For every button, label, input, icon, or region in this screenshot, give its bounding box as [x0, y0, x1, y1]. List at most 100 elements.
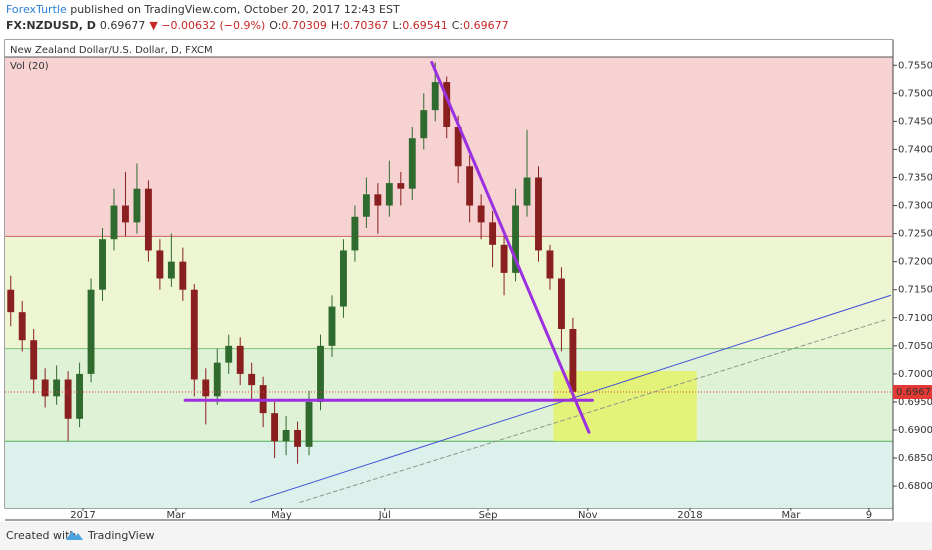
symbol: FX:NZDUSD, D	[6, 19, 96, 32]
trend-line	[299, 319, 886, 503]
plot	[5, 40, 893, 508]
ohlc-value: 0.69541	[402, 19, 448, 32]
candle-body	[535, 177, 542, 251]
candle-body	[374, 194, 382, 206]
candle-body	[477, 205, 485, 223]
candle-body	[271, 413, 279, 442]
x-tick-label: May	[271, 510, 292, 521]
candle-body	[557, 278, 565, 329]
header-line: ForexTurtle published on TradingView.com…	[6, 3, 400, 16]
indicator: Vol (20)	[10, 61, 49, 72]
candle-body	[122, 205, 129, 223]
ohlc-label: O:	[269, 19, 281, 32]
ohlc-label: L:	[392, 19, 402, 32]
x-tick-label: Mar	[167, 510, 187, 521]
candle-body	[489, 222, 497, 245]
candle-body	[546, 250, 554, 279]
candle-body	[133, 188, 141, 223]
candle-body	[431, 82, 439, 111]
x-tick-label: Mar	[781, 510, 801, 521]
candle-body	[53, 379, 61, 397]
candle-body	[167, 261, 175, 279]
candle-body	[64, 379, 72, 419]
ohlc-label: C:	[452, 19, 463, 32]
published: published on TradingView.com, October 20…	[67, 3, 400, 16]
candle-body	[340, 250, 347, 307]
candle-body	[18, 312, 26, 341]
candle-body	[179, 261, 187, 290]
chart-title: New Zealand Dollar/U.S. Dollar, D, FXCM	[10, 45, 213, 56]
y-tick-label: 0.75500	[898, 60, 932, 71]
candle-body	[454, 126, 462, 167]
candle-body	[248, 373, 256, 386]
footer-created: Created with	[6, 529, 76, 542]
candle-body	[420, 110, 428, 139]
candle-body	[397, 183, 405, 189]
candle-body	[41, 379, 49, 397]
candle-body	[30, 340, 38, 380]
x-tick-label: Nov	[578, 510, 598, 521]
candle-body	[7, 289, 15, 313]
ohlc-value: 0.70309	[281, 19, 327, 32]
candle-body	[500, 244, 508, 273]
title-band	[5, 40, 893, 57]
logo	[66, 531, 83, 540]
x-tick-label: Sep	[479, 510, 498, 521]
candle-body	[87, 289, 95, 374]
ohlc-label: H:	[331, 19, 343, 32]
candle-body	[443, 82, 451, 127]
candle-body	[110, 205, 118, 240]
candle-body	[202, 379, 210, 397]
candle-body	[282, 430, 290, 442]
zone	[5, 236, 893, 349]
candle-body	[156, 250, 164, 279]
author[interactable]: ForexTurtle	[6, 3, 67, 16]
candle-body	[144, 188, 152, 251]
x-tick-label: 2018	[677, 510, 702, 521]
footer-brand[interactable]: TradingView	[87, 529, 154, 542]
candle-body	[512, 205, 519, 273]
x-tick-label: Jul	[378, 510, 391, 521]
candle-body	[569, 328, 577, 392]
symbol-line: FX:NZDUSD, D 0.69677 ▼ −0.00632 (−0.9%) O:0…	[6, 19, 509, 32]
zone	[5, 40, 893, 237]
candle-body	[99, 239, 106, 290]
x-tick-label: 2017	[70, 510, 95, 521]
candle-body	[190, 289, 198, 380]
zone	[5, 441, 893, 508]
trend-line	[430, 60, 591, 434]
last-price-label: 0.69677	[896, 387, 932, 398]
candle-body	[385, 183, 393, 206]
candle-body	[351, 216, 359, 251]
change: ▼ −0.00632 (−0.9%)	[149, 19, 265, 32]
candle-body	[523, 177, 531, 206]
candle-body	[225, 345, 233, 363]
ohlc-value: 0.69677	[463, 19, 509, 32]
candle-body	[213, 362, 221, 397]
x-tick-label: 9	[866, 510, 872, 521]
candle-body	[466, 166, 474, 206]
footer	[0, 522, 932, 550]
candle-body	[328, 306, 336, 346]
candle-body	[408, 138, 416, 189]
quote: 0.69677	[100, 19, 146, 32]
candle-body	[236, 345, 244, 374]
ohlc-value: 0.70367	[343, 19, 389, 32]
candle-body	[294, 430, 301, 447]
zone	[5, 348, 893, 442]
